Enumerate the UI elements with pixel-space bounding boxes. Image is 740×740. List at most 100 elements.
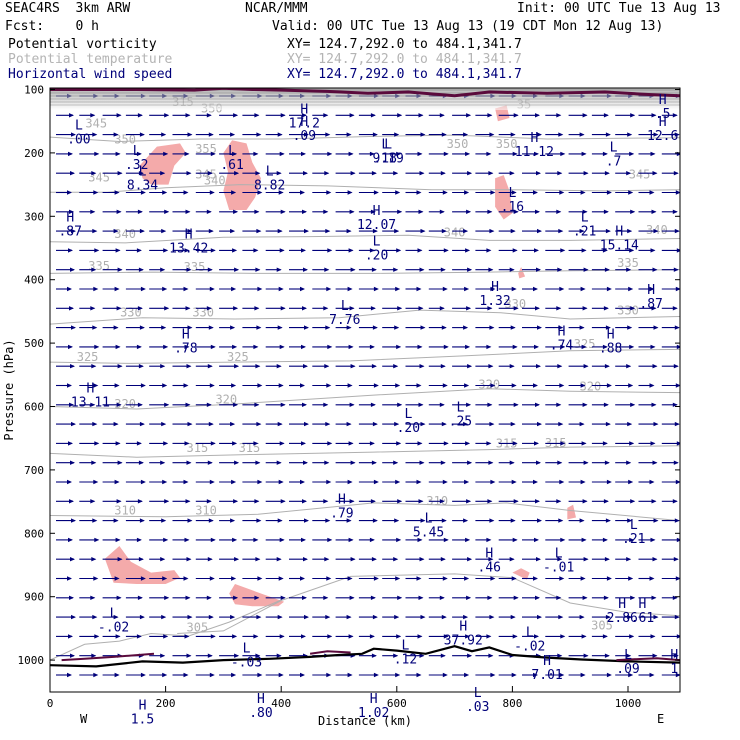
wind-arrow xyxy=(289,171,308,176)
wind-arrow xyxy=(522,248,539,253)
wind-arrow xyxy=(56,267,75,272)
wind-arrow xyxy=(405,441,423,446)
wind-arrow xyxy=(335,132,352,137)
wind-arrow xyxy=(405,460,425,465)
low-marker: L xyxy=(555,546,563,561)
wind-arrow xyxy=(428,460,446,465)
theta-label: 340 xyxy=(204,174,226,188)
wind-arrow xyxy=(56,325,76,330)
wind-arrow xyxy=(405,499,424,504)
wind-arrow xyxy=(382,344,402,350)
wind-arrow xyxy=(195,267,213,272)
theta-label: 320 xyxy=(580,380,602,394)
wind-arrow xyxy=(289,132,309,137)
extremum-value: 8.82 xyxy=(254,179,285,194)
wind-arrow xyxy=(405,518,426,523)
theta-contour-7 xyxy=(50,445,680,458)
wind-arrow xyxy=(358,421,378,427)
wind-arrow xyxy=(289,518,309,523)
wind-arrow xyxy=(289,595,307,600)
wind-arrow xyxy=(265,383,284,388)
wind-arrow xyxy=(452,364,473,369)
wind-arrow xyxy=(289,460,308,465)
wind-arrow xyxy=(382,132,400,137)
high-marker: H xyxy=(558,324,566,339)
wind-arrow xyxy=(265,518,283,523)
wind-arrow xyxy=(102,364,123,369)
wind-arrow xyxy=(638,441,656,446)
wind-arrow xyxy=(568,286,586,292)
wind-arrow xyxy=(428,132,447,137)
theta-contour-10 xyxy=(50,599,282,661)
extremum-value: 12.07 xyxy=(357,218,396,233)
wind-arrow xyxy=(102,286,120,292)
high-marker: H xyxy=(647,283,655,298)
wind-arrow xyxy=(522,479,538,485)
wind-arrow xyxy=(195,383,215,388)
wind-arrow xyxy=(312,421,331,427)
wind-arrow xyxy=(428,248,449,253)
wind-arrow xyxy=(312,614,331,620)
wind-arrow xyxy=(405,383,422,388)
wind-arrow xyxy=(452,614,469,620)
wind-arrow xyxy=(475,518,495,523)
wind-arrow xyxy=(79,576,99,581)
wind-arrow xyxy=(591,190,612,195)
high-marker: H xyxy=(338,492,346,507)
wind-arrow xyxy=(56,653,75,658)
wind-arrow xyxy=(591,634,608,639)
wind-arrow xyxy=(79,364,97,369)
pv-region-7 xyxy=(512,568,530,580)
wind-arrow xyxy=(522,364,541,369)
wind-arrow xyxy=(358,190,379,195)
wind-arrow xyxy=(219,421,236,427)
wind-arrow xyxy=(475,325,495,330)
wind-arrow xyxy=(172,499,191,504)
wind-arrow xyxy=(56,113,74,118)
wind-arrow xyxy=(452,151,471,157)
wind-arrow xyxy=(638,383,655,388)
wind-arrow xyxy=(79,190,99,195)
wind-arrow xyxy=(265,479,284,485)
wind-arrow xyxy=(661,576,680,581)
wind-arrow xyxy=(545,228,564,234)
model-title: SEAC4RS 3km ARW xyxy=(5,1,131,16)
wind-arrow xyxy=(545,421,564,427)
wind-arrow xyxy=(312,460,330,465)
wind-arrow xyxy=(172,151,190,157)
wind-arrow xyxy=(56,479,72,485)
wind-arrow xyxy=(615,518,633,523)
extremum-value: -.02 xyxy=(98,621,129,636)
wind-arrow xyxy=(125,672,146,678)
theta-contour-6 xyxy=(50,388,680,410)
wind-arrow xyxy=(312,537,333,543)
wind-arrow xyxy=(382,402,403,407)
wind-arrow xyxy=(661,151,680,157)
wind-arrow xyxy=(335,460,356,465)
low-marker: L xyxy=(133,144,141,159)
wind-arrow xyxy=(358,267,377,272)
wind-arrow xyxy=(56,595,74,600)
wind-arrow xyxy=(102,537,121,543)
wind-arrow xyxy=(568,634,587,639)
wind-arrow xyxy=(475,171,494,176)
wind-arrow xyxy=(358,306,376,311)
wind-arrow xyxy=(102,325,119,330)
theta-label: 350 xyxy=(496,137,518,151)
extremum-value: .21 xyxy=(622,532,645,547)
wind-arrow xyxy=(172,364,192,369)
wind-arrow xyxy=(591,325,611,330)
wind-arrow xyxy=(242,132,262,137)
wind-arrow xyxy=(428,364,446,369)
wind-arrow xyxy=(568,595,588,600)
wind-arrow xyxy=(172,286,189,292)
pv-surface-line xyxy=(61,652,155,662)
high-marker: H xyxy=(659,93,667,108)
wind-arrow xyxy=(79,151,100,157)
wind-arrow xyxy=(172,190,189,195)
wind-arrow xyxy=(219,672,237,678)
low-marker: L xyxy=(139,165,147,180)
wind-arrow xyxy=(219,151,238,157)
wind-arrow xyxy=(382,286,401,292)
wind-arrow xyxy=(149,402,170,407)
